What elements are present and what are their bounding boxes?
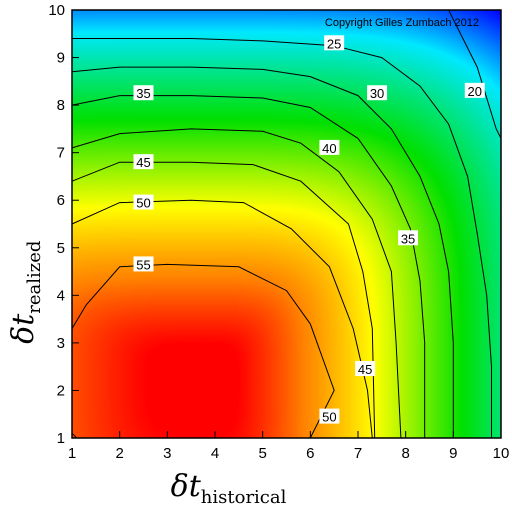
contour-label-bg [133,256,154,272]
contour-line-30 [71,66,454,438]
y-axis-symbol: δt [6,313,41,344]
x-axis-title: δthistorical [171,469,287,508]
contour-label-text: 45 [136,155,150,170]
y-tick-label: 6 [57,192,65,209]
x-tick-label: 4 [211,445,219,462]
x-tick-label: 8 [401,445,409,462]
contour-label-35: 35 [398,230,419,246]
contour-label-text: 25 [327,36,341,51]
contour-label-45: 45 [133,154,154,170]
contour-label-text: 55 [136,257,150,272]
contour-label-text: 50 [322,410,336,425]
contour-label-bg [319,139,340,155]
x-tick-label: 10 [493,445,510,462]
contour-label-bg [324,35,345,51]
plot-area: 20 25 30 35 40 45 50 55 35 45 50 [71,9,502,439]
y-tick-label: 8 [57,97,65,114]
x-tick-label: 5 [258,445,266,462]
contour-label-bg [367,85,388,101]
contour-label-50: 50 [319,408,340,425]
contour-label-text: 35 [401,231,415,246]
contour-label-25: 25 [324,35,345,51]
x-tick-label: 6 [306,445,314,462]
contour-label-bg [133,85,154,101]
contour-label-text: 30 [370,86,384,101]
plot-frame [71,9,502,439]
x-tick-label: 7 [354,445,362,462]
y-tick-label: 7 [57,145,65,162]
contour-label-bg [133,154,154,170]
x-axis-subscript: historical [201,487,287,508]
contour-label-text: 35 [136,86,150,101]
heatmap-field [72,10,501,438]
contour-label-bg [319,408,340,424]
contour-label-bg [464,82,485,98]
contour-label-text: 45 [358,362,372,377]
y-tick-label: 3 [57,335,65,352]
contour-label-bg [355,361,376,377]
contour-line-55 [71,263,335,439]
contour-labels: 20 25 30 35 40 45 50 55 35 45 50 [133,35,485,425]
y-axis-ticks: 1 2 3 4 5 6 7 8 9 10 [48,2,79,447]
contour-label-text: 50 [136,196,150,211]
y-tick-label: 2 [57,382,65,399]
contour-line-55 [71,432,78,439]
contour-label-text: 40 [322,141,336,156]
y-tick-label: 4 [57,287,65,304]
contour-label-bg [133,194,154,210]
y-tick-label: 10 [48,2,65,19]
contour-label-20: 20 [464,82,485,99]
contour-label-50: 50 [133,194,154,211]
contour-line-20 [448,9,502,139]
copyright-text: Copyright Gilles Zumbach 2012 [325,17,479,29]
y-tick-label: 1 [57,430,65,447]
x-tick-label: 1 [68,445,76,462]
contour-line-40 [71,128,402,439]
x-tick-label: 2 [115,445,123,462]
contour-label-35: 35 [133,85,154,101]
x-axis-symbol: δt [171,469,202,504]
y-axis-title: δtrealized [6,241,45,344]
y-axis-subscript: realized [24,241,45,314]
y-tick-label: 5 [57,240,65,257]
contour-line-25 [72,38,492,438]
y-tick-label: 9 [57,50,65,67]
x-tick-label: 9 [449,445,457,462]
x-tick-label: 3 [163,445,171,462]
x-axis-ticks: 1 2 3 4 5 6 7 8 9 10 [68,431,510,462]
contour-line-35 [71,95,426,438]
contour-label-55: 55 [133,256,154,272]
contour-label-text: 20 [468,84,482,99]
contour-label-bg [398,230,419,246]
contour-label-30: 30 [367,85,388,101]
contour-label-40: 40 [319,139,340,156]
contour-label-45: 45 [355,361,376,377]
